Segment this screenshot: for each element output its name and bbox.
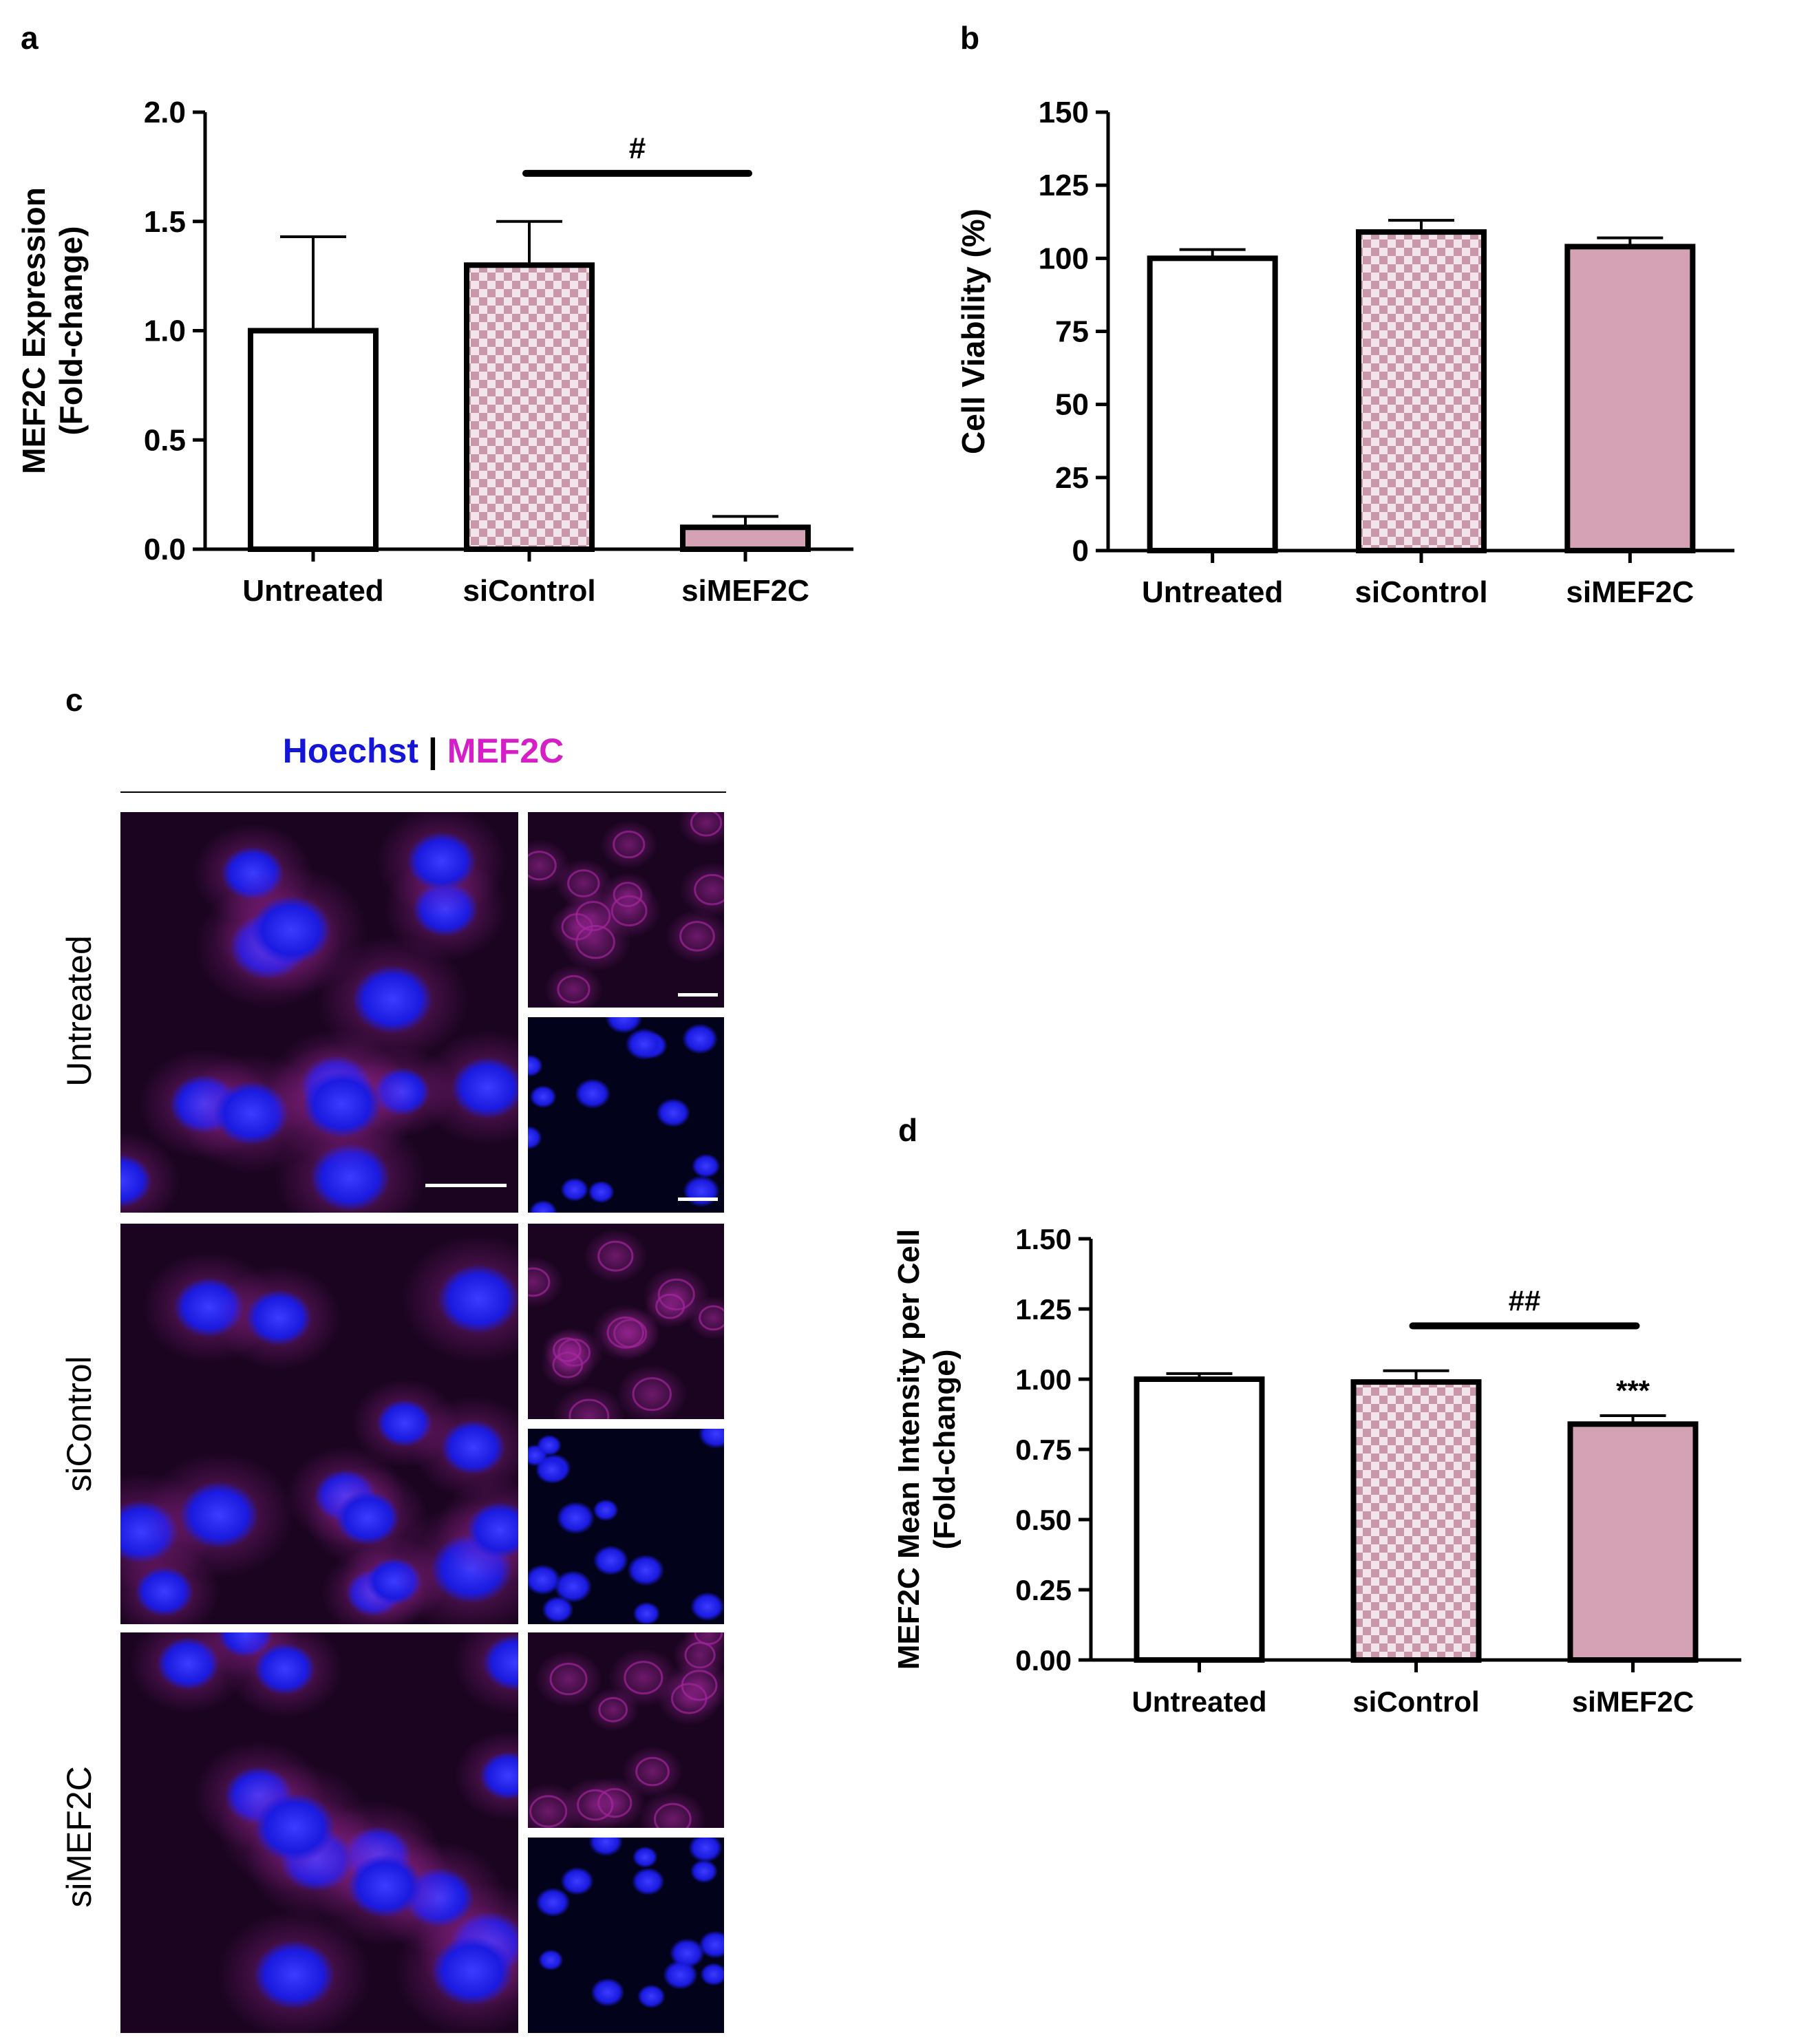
y-tick-label: 0.75: [1015, 1434, 1072, 1466]
y-tick-label: 150: [1039, 96, 1089, 129]
panel-letter-c: c: [65, 682, 83, 718]
microscopy-panel: Hoechst | MEF2C Untreated siControl siME…: [0, 0, 757, 2044]
y-tick-label: 1.00: [1015, 1363, 1072, 1396]
merged-image-untreated: [120, 812, 518, 1213]
x-tick-label: siMEF2C: [681, 574, 809, 608]
y-tick-label: 0.00: [1015, 1644, 1072, 1676]
merged-image-simef2c: [120, 1632, 518, 2033]
y-tick-label: 1.25: [1015, 1293, 1072, 1326]
y-tick-label: 0: [1072, 534, 1089, 568]
y-axis-label-2: (Fold-change): [53, 226, 89, 435]
x-tick-label: Untreated: [1142, 575, 1283, 609]
y-axis-label-2: (Fold-change): [928, 1350, 962, 1550]
stain-label-hoechst: Hoechst: [282, 732, 418, 770]
significance-label: ##: [1509, 1284, 1541, 1317]
bar-sicontrol: [464, 262, 595, 552]
panel-letter-b: b: [960, 20, 980, 56]
bar-sicontrol: [1350, 1379, 1482, 1663]
chart-b-cell-viability: 0 25 50 75 100 125 150 Untreated siControl siMEF2…: [955, 96, 1734, 609]
scale-bar: [425, 1184, 507, 1187]
row-label-untreated: Untreated: [60, 935, 98, 1087]
hoechst-image-simef2c-image: [535, 1838, 724, 2009]
y-tick-label: 1.0: [144, 315, 186, 348]
merged-image-sicontrol: [120, 1224, 518, 1624]
mef2c-image-untreated-image: [528, 812, 724, 1008]
bar-simef2c: [1567, 1421, 1699, 1663]
y-tick-label: 0.5: [144, 423, 186, 457]
row-label-simef2c: siMEF2C: [60, 1766, 98, 1908]
hoechst-image-sicontrol: [528, 1429, 724, 1624]
x-tick-label: siControl: [463, 574, 595, 608]
stain-separator: |: [427, 732, 438, 770]
chart-d-mef2c-intensity: 0.00 0.25 0.50 0.75 1.00 1.25 1.50 Untreated siC…: [892, 1223, 1741, 1718]
y-tick-label: 0.25: [1015, 1574, 1072, 1606]
y-tick-label: 125: [1039, 169, 1089, 202]
y-tick-label: 1.5: [144, 205, 186, 239]
y-tick-label: 0.0: [144, 533, 186, 566]
hoechst-image-simef2c: [528, 1838, 724, 2033]
x-tick-label: siMEF2C: [1572, 1685, 1694, 1718]
y-tick-label: 1.50: [1015, 1223, 1072, 1255]
merged-image-untreated-image: [120, 812, 518, 1213]
merged-image-simef2c-image: [129, 1632, 518, 2033]
stain-legend: Hoechst | MEF2C: [120, 731, 726, 771]
significance-stars: ***: [1616, 1374, 1650, 1407]
chart-a-mef2c-expression: 0.0 0.5 1.0 1.5 2.0 Untreated siControl siMEF2C…: [16, 96, 853, 608]
panel-letter-a: a: [21, 20, 39, 56]
x-tick-label: siMEF2C: [1566, 575, 1694, 609]
y-tick-label: 25: [1055, 461, 1089, 495]
y-axis-label: Cell Viability (%): [955, 209, 991, 454]
hoechst-image-untreated: [528, 1017, 724, 1213]
y-tick-label: 75: [1055, 315, 1089, 349]
scale-bar: [678, 1197, 718, 1201]
x-tick-label: Untreated: [242, 574, 383, 608]
x-tick-label: siControl: [1354, 575, 1487, 609]
stain-legend-rule: [120, 791, 726, 793]
x-tick-label: Untreated: [1132, 1685, 1266, 1718]
hoechst-image-untreated-image: [528, 1017, 721, 1213]
significance-label: #: [629, 131, 646, 165]
y-tick-label: 100: [1039, 242, 1089, 275]
bar-untreated: [1134, 1376, 1265, 1663]
scale-bar: [678, 993, 718, 997]
mef2c-image-simef2c: [528, 1632, 724, 1828]
merged-image-sicontrol-image: [120, 1233, 518, 1624]
hoechst-image-sicontrol-image: [528, 1429, 724, 1624]
mef2c-image-sicontrol-image: [528, 1228, 724, 1419]
y-tick-label: 2.0: [144, 96, 186, 129]
x-tick-label: siControl: [1352, 1685, 1479, 1718]
row-label-sicontrol: siControl: [60, 1356, 98, 1492]
y-tick-label: 50: [1055, 388, 1089, 422]
mef2c-image-untreated: [528, 812, 724, 1008]
stain-label-mef2c: MEF2C: [447, 732, 564, 770]
y-axis-label: MEF2C Expression: [16, 187, 52, 474]
y-tick-label: 0.50: [1015, 1504, 1072, 1536]
mef2c-image-sicontrol: [528, 1224, 724, 1419]
panel-letter-d: d: [898, 1112, 918, 1148]
mef2c-image-simef2c-image: [528, 1632, 724, 1828]
y-axis-label: MEF2C Mean Intensity per Cell: [892, 1229, 926, 1670]
